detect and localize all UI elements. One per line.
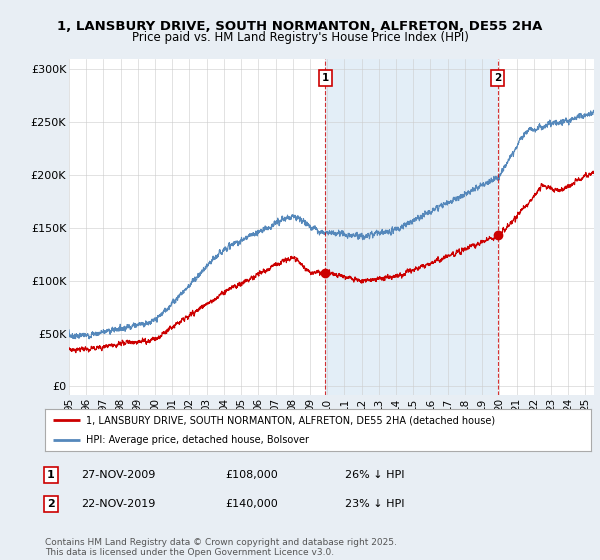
Text: 1, LANSBURY DRIVE, SOUTH NORMANTON, ALFRETON, DE55 2HA (detached house): 1, LANSBURY DRIVE, SOUTH NORMANTON, ALFR… (86, 415, 495, 425)
Text: 2: 2 (47, 499, 55, 509)
Text: Price paid vs. HM Land Registry's House Price Index (HPI): Price paid vs. HM Land Registry's House … (131, 31, 469, 44)
Text: 27-NOV-2009: 27-NOV-2009 (81, 470, 155, 480)
Text: HPI: Average price, detached house, Bolsover: HPI: Average price, detached house, Bols… (86, 435, 309, 445)
Text: 2: 2 (494, 73, 501, 83)
Text: £108,000: £108,000 (225, 470, 278, 480)
Text: £140,000: £140,000 (225, 499, 278, 509)
Text: 1: 1 (322, 73, 329, 83)
Bar (325, 59, 497, 395)
Text: 1, LANSBURY DRIVE, SOUTH NORMANTON, ALFRETON, DE55 2HA: 1, LANSBURY DRIVE, SOUTH NORMANTON, ALFR… (58, 20, 542, 32)
Text: 26% ↓ HPI: 26% ↓ HPI (345, 470, 404, 480)
Text: 22-NOV-2019: 22-NOV-2019 (81, 499, 155, 509)
Text: 23% ↓ HPI: 23% ↓ HPI (345, 499, 404, 509)
Text: 1: 1 (47, 470, 55, 480)
Text: Contains HM Land Registry data © Crown copyright and database right 2025.
This d: Contains HM Land Registry data © Crown c… (45, 538, 397, 557)
